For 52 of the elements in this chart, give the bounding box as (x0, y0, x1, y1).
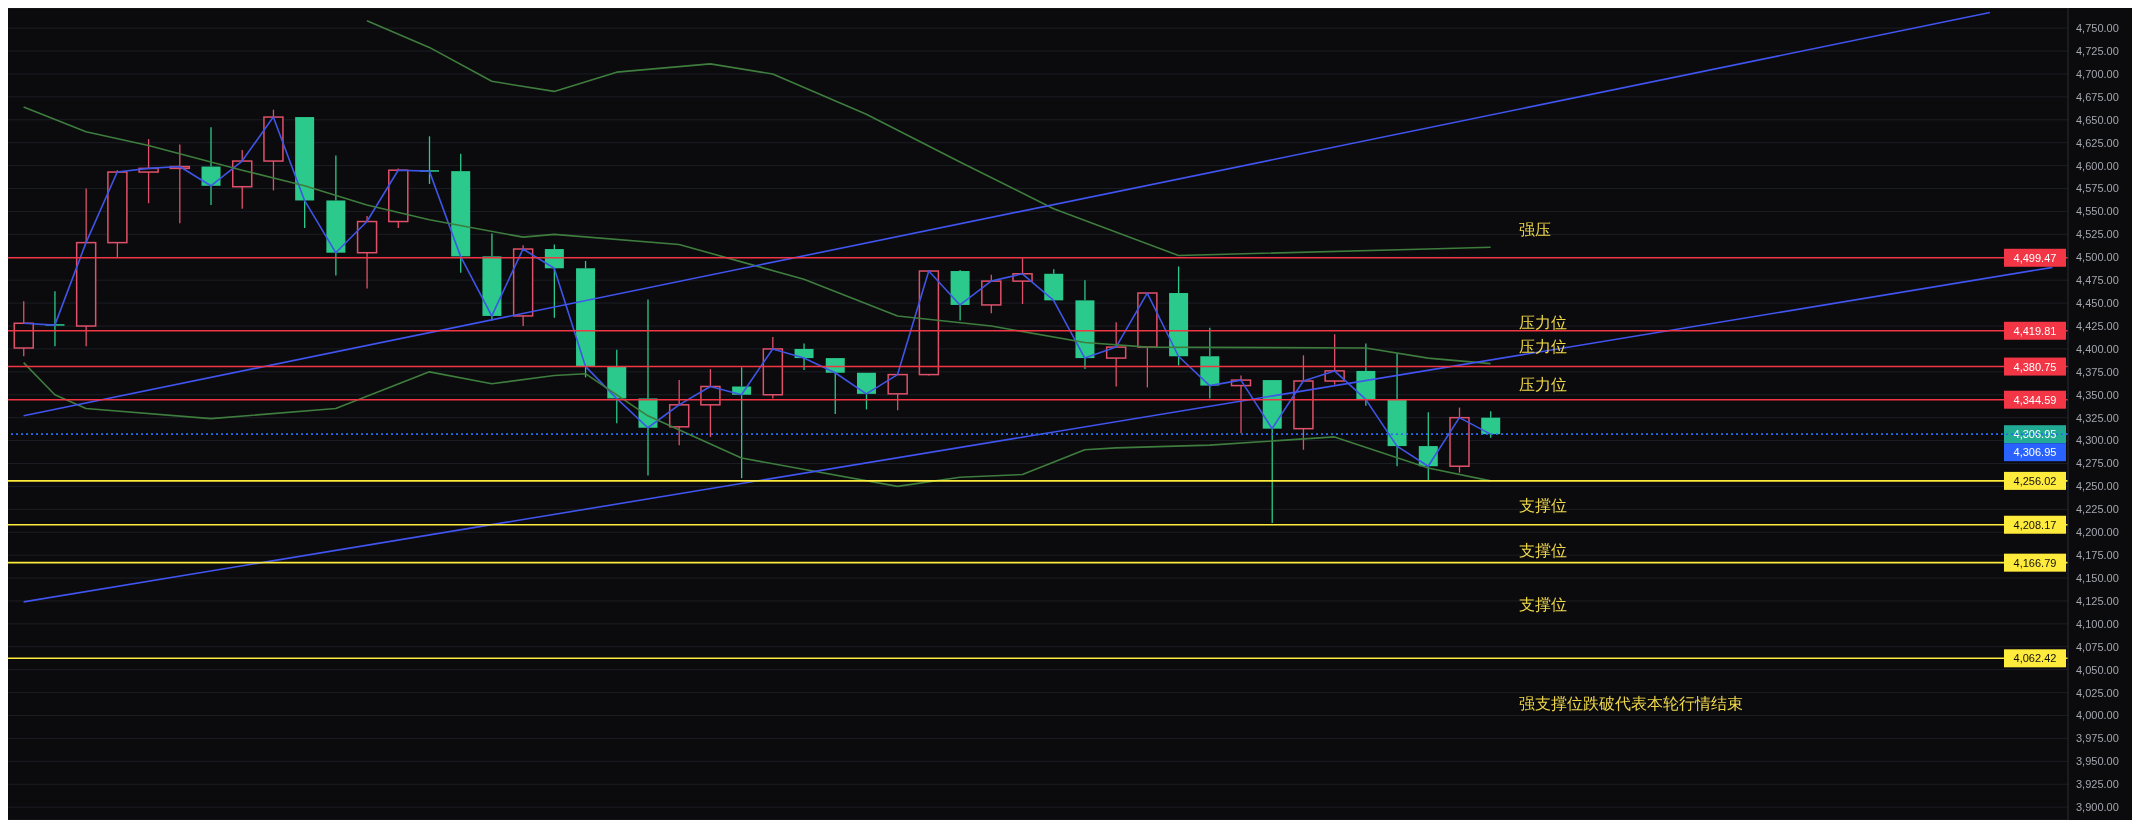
y-tick-label: 4,000.00 (2076, 709, 2119, 722)
y-tick-label: 3,950.00 (2076, 755, 2119, 768)
y-tick-label: 4,400.00 (2076, 342, 2119, 355)
y-tick-label: 4,275.00 (2076, 457, 2119, 470)
annotation: 压力位 (1519, 375, 1567, 395)
y-tick-label: 4,500.00 (2076, 251, 2119, 264)
y-tick-label: 4,300.00 (2076, 434, 2119, 447)
annotation: 支撑位 (1519, 541, 1567, 561)
y-tick-label: 4,525.00 (2076, 228, 2119, 241)
y-tick-label: 3,925.00 (2076, 778, 2119, 791)
y-tick-label: 3,900.00 (2076, 801, 2119, 814)
ref-line-label: 4,256.02 (2013, 474, 2057, 487)
y-tick-label: 4,450.00 (2076, 297, 2119, 310)
annotation: 强支撑位跌破代表本轮行情结束 (1519, 694, 1743, 714)
y-tick-label: 4,725.00 (2076, 44, 2119, 57)
annotation: 强压 (1519, 220, 1551, 240)
ref-line-label: 4,344.59 (2013, 393, 2057, 406)
ref-line-label: 4,499.47 (2013, 251, 2057, 264)
annotation: 支撑位 (1519, 595, 1567, 615)
y-tick-label: 4,175.00 (2076, 549, 2119, 562)
ref-line-label: 4,208.17 (2013, 518, 2057, 531)
y-tick-label: 4,600.00 (2076, 159, 2119, 172)
y-tick-label: 4,225.00 (2076, 503, 2119, 516)
y-tick-label: 4,475.00 (2076, 274, 2119, 287)
y-tick-label: 4,150.00 (2076, 571, 2119, 584)
y-tick-label: 4,750.00 (2076, 22, 2119, 35)
y-tick-label: 3,975.00 (2076, 732, 2119, 745)
y-tick-label: 4,375.00 (2076, 365, 2119, 378)
ref-line-label: 4,306.95 (2013, 428, 2057, 441)
y-tick-label: 4,425.00 (2076, 319, 2119, 332)
y-tick-label: 4,125.00 (2076, 594, 2119, 607)
y-tick-label: 4,075.00 (2076, 640, 2119, 653)
y-tick-label: 4,200.00 (2076, 526, 2119, 539)
annotation: 支撑位 (1519, 496, 1567, 516)
y-tick-label: 4,100.00 (2076, 617, 2119, 630)
ref-line-label: 4,419.81 (2013, 324, 2057, 337)
y-tick-label: 4,050.00 (2076, 663, 2119, 676)
y-tick-label: 4,250.00 (2076, 480, 2119, 493)
y-tick-label: 4,350.00 (2076, 388, 2119, 401)
ref-line-label: 4,062.42 (2013, 652, 2057, 665)
annotation: 压力位 (1519, 313, 1567, 333)
y-tick-label: 4,650.00 (2076, 113, 2119, 126)
ref-line-label: 4,166.79 (2013, 556, 2057, 569)
y-tick-label: 4,625.00 (2076, 136, 2119, 149)
ref-line-label: 4,380.75 (2013, 360, 2057, 373)
y-tick-label: 4,575.00 (2076, 182, 2119, 195)
y-tick-label: 4,700.00 (2076, 67, 2119, 80)
y-tick-label: 4,325.00 (2076, 411, 2119, 424)
y-tick-label: 4,675.00 (2076, 90, 2119, 103)
ref-line-label: 4,306.95 (2013, 446, 2057, 459)
y-tick-label: 4,025.00 (2076, 686, 2119, 699)
y-tick-label: 4,550.00 (2076, 205, 2119, 218)
